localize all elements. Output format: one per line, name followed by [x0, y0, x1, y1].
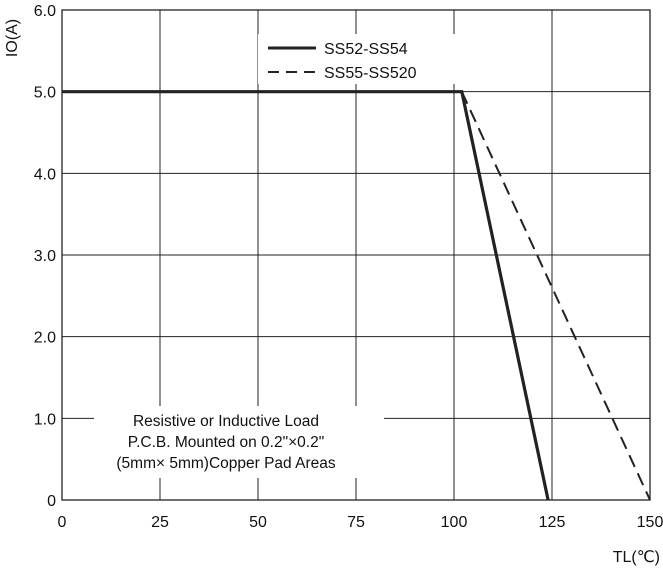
plot-frame [61, 9, 651, 501]
y-tick-label: 3.0 [34, 248, 56, 265]
x-tick-label: 75 [347, 514, 365, 531]
x-tick-label: 100 [441, 514, 468, 531]
series-layer [62, 90, 651, 501]
annotation-background [94, 406, 384, 478]
annotation-line-2: P.C.B. Mounted on 0.2"×0.2" [128, 434, 324, 451]
x-tick-label: 0 [58, 514, 67, 531]
x-tick-label: 125 [539, 514, 566, 531]
x-tick-label: 25 [151, 514, 169, 531]
y-tick-label: 6.0 [34, 3, 56, 20]
y-tick-label: 1.0 [34, 411, 56, 428]
y-tick-labels: 0 1.0 2.0 3.0 4.0 5.0 6.0 [34, 3, 56, 510]
annotation-line-1: Resistive or Inductive Load [133, 413, 319, 430]
series-line-ss52-ss54 [62, 90, 550, 501]
legend-background [258, 34, 458, 84]
y-tick-label: 2.0 [34, 330, 56, 347]
x-axis-label: TL(℃) [613, 549, 660, 566]
y-tick-label: 0 [47, 493, 56, 510]
x-tick-label: 150 [637, 514, 663, 531]
y-tick-label: 5.0 [34, 85, 56, 102]
legend-label-ss52-ss54: SS52-SS54 [324, 41, 408, 58]
y-tick-label: 4.0 [34, 166, 56, 183]
x-tick-label: 50 [249, 514, 267, 531]
x-tick-labels: 0 25 50 75 100 125 150 [58, 514, 663, 531]
y-axis-label: IO(A) [4, 19, 21, 57]
legend-label-ss55-ss520: SS55-SS520 [324, 65, 417, 82]
annotation-line-3: (5mm× 5mm)Copper Pad Areas [116, 455, 335, 472]
